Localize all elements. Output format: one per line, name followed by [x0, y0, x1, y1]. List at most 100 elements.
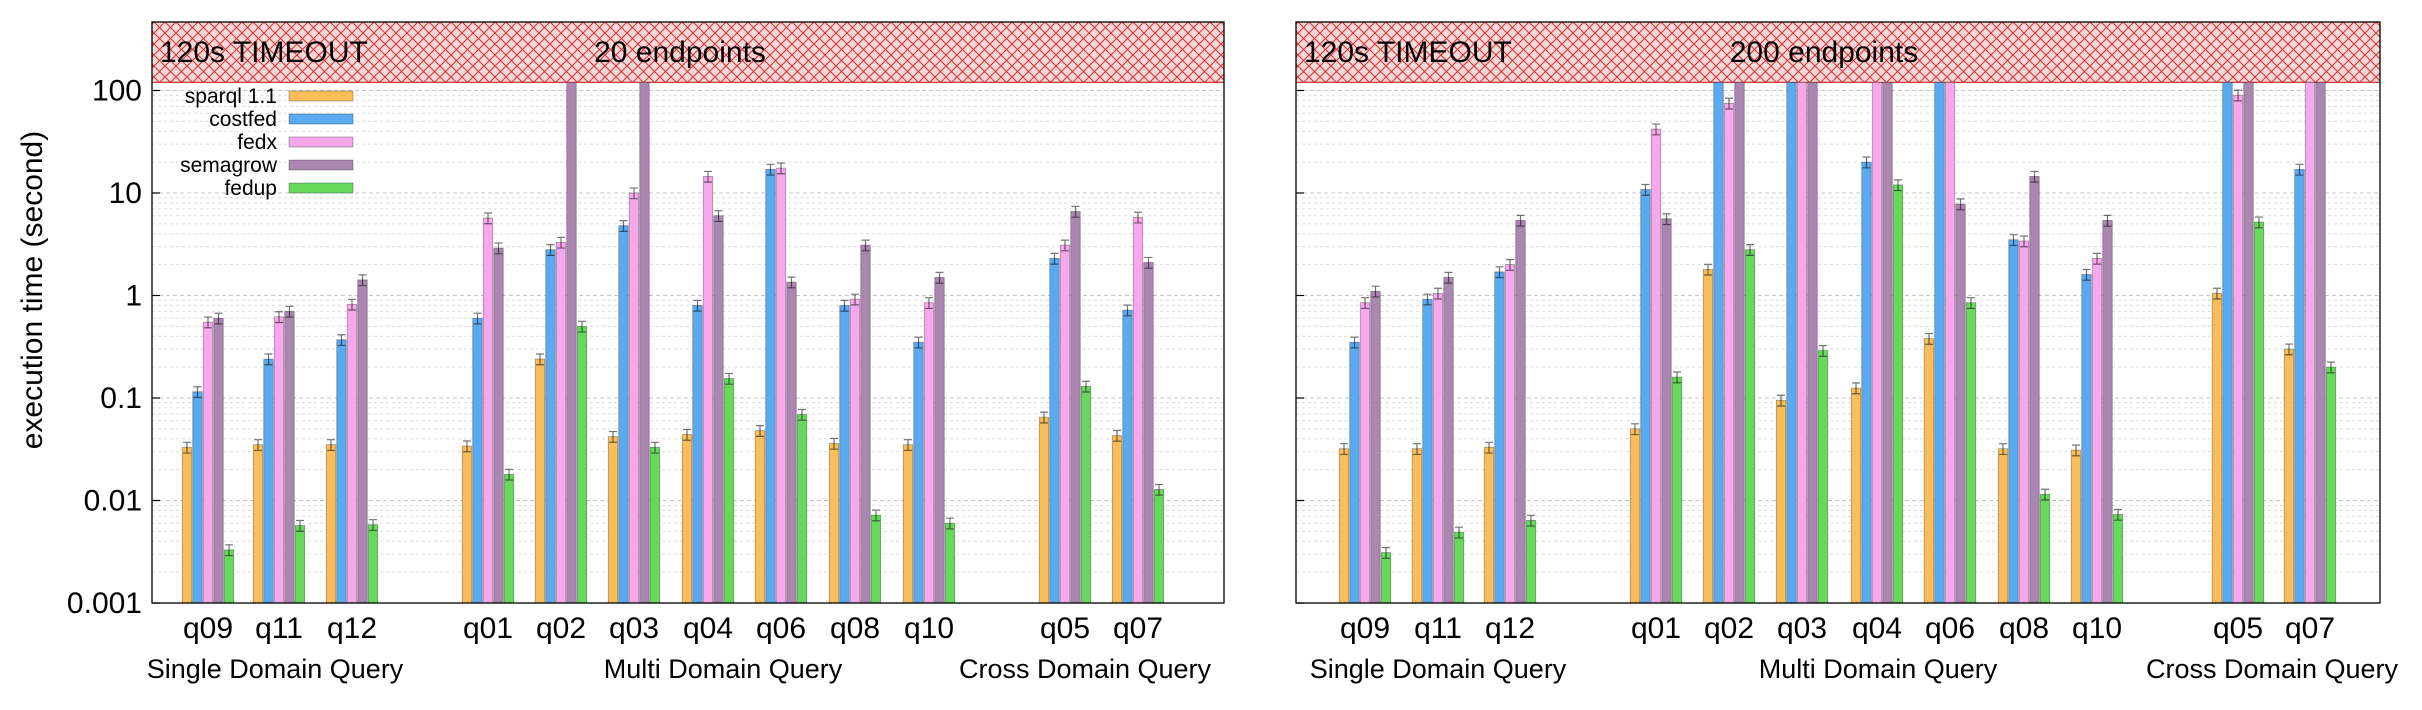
error-bar	[1423, 293, 1432, 306]
bar-semagrow-q06	[786, 281, 797, 604]
bar-costfed-q02	[545, 249, 556, 604]
error-bar	[704, 170, 712, 183]
error-bar	[285, 305, 294, 318]
bar-fedx-q01	[482, 217, 494, 604]
bar-fedx-q09	[1359, 302, 1371, 604]
error-bar	[337, 334, 346, 347]
bar-sparql-1-1-q12	[325, 444, 337, 604]
error-bar	[193, 386, 202, 399]
error-bar	[777, 162, 785, 175]
bar-fedup-q11	[1453, 531, 1465, 604]
error-bar	[830, 437, 838, 450]
bar-semagrow-q04	[1882, 81, 1893, 604]
error-bar	[225, 544, 233, 557]
error-bar	[693, 299, 702, 312]
bar-sparql-1-1-q04	[681, 434, 693, 604]
error-bar	[1999, 443, 2007, 456]
x-tick-label: q09	[183, 612, 233, 645]
bar-costfed-q08	[2008, 239, 2019, 604]
x-tick-label: q07	[2285, 612, 2335, 645]
error-bar	[505, 468, 513, 481]
bar-fedup-q01	[503, 473, 515, 604]
bar-fedx-q10	[923, 302, 935, 604]
error-bar	[840, 299, 849, 312]
bar-fedup-q05	[1080, 385, 1092, 604]
error-bar	[872, 509, 880, 522]
bar-sparql-1-1-q05	[2211, 292, 2223, 604]
bar-fedx-q04	[702, 176, 714, 604]
error-bar	[183, 441, 191, 454]
bar-costfed-q03	[1786, 81, 1797, 604]
group-label: Single Domain Query	[1310, 654, 1567, 684]
error-bar	[2234, 89, 2242, 102]
error-bar	[1527, 514, 1535, 527]
bar-sparql-1-1-q07	[1111, 435, 1123, 604]
error-bar	[348, 298, 356, 311]
bar-fedup-q08	[2039, 493, 2051, 604]
bar-costfed-q12	[336, 339, 347, 604]
bar-fedx-q08	[849, 298, 861, 604]
bar-fedup-q08	[870, 514, 882, 604]
legend-swatch	[288, 136, 354, 148]
y-tick-label: 0.001	[67, 587, 142, 620]
error-bar	[1725, 97, 1733, 110]
bar-fedx-q07	[2304, 81, 2316, 604]
bar-costfed-q06	[765, 168, 776, 604]
bar-semagrow-q07	[2315, 81, 2326, 604]
legend-swatch	[288, 90, 354, 102]
error-bar	[2285, 343, 2293, 356]
bar-semagrow-q03	[639, 81, 650, 604]
error-bar	[904, 439, 912, 452]
bar-costfed-q09	[1349, 341, 1360, 604]
bar-fedx-q11	[1432, 292, 1444, 604]
error-bar	[1516, 214, 1525, 227]
bar-fedup-q12	[1525, 519, 1537, 604]
error-bar	[935, 271, 944, 284]
bar-sparql-1-1-q02	[534, 358, 546, 604]
error-bar	[683, 428, 691, 441]
bar-fedx-q12	[1504, 264, 1516, 604]
x-tick-label: q01	[1631, 612, 1681, 645]
bar-fedup-q02	[576, 325, 588, 604]
bar-sparql-1-1-q08	[1997, 448, 2009, 604]
error-bar	[1082, 380, 1090, 393]
timeout-label: 120s TIMEOUT	[1304, 36, 1512, 69]
y-tick-label: 1	[125, 280, 142, 313]
x-tick-label: q02	[1704, 612, 1754, 645]
error-bar	[787, 276, 796, 289]
error-bar	[369, 519, 377, 532]
bar-semagrow-q02	[1734, 81, 1745, 604]
error-bar	[1144, 256, 1153, 269]
error-bar	[651, 441, 659, 454]
bar-costfed-q11	[1422, 298, 1433, 604]
bar-costfed-q11	[263, 358, 274, 604]
bar-fedx-q02	[555, 241, 567, 604]
bar-fedup-q07	[1153, 489, 1165, 604]
error-bar	[2093, 252, 2101, 265]
error-bar	[1495, 266, 1504, 279]
bar-costfed-q02	[1713, 81, 1724, 604]
bar-sparql-1-1-q07	[2283, 348, 2295, 604]
timeout-band	[152, 22, 1224, 83]
error-bar	[914, 336, 923, 349]
error-bar	[2030, 170, 2039, 183]
error-bar	[1071, 205, 1080, 218]
error-bar	[2103, 214, 2112, 227]
error-bar	[1050, 252, 1059, 265]
error-bar	[619, 220, 628, 232]
error-bar	[2327, 361, 2335, 374]
bar-sparql-1-1-q05	[1038, 416, 1050, 604]
error-bar	[1852, 382, 1860, 395]
bar-semagrow-q05	[2243, 81, 2254, 604]
error-bar	[296, 519, 304, 532]
error-bar	[1413, 443, 1421, 456]
error-bar	[2255, 216, 2263, 229]
error-bar	[925, 297, 933, 310]
bar-fedx-q05	[2232, 94, 2244, 604]
bar-sparql-1-1-q04	[1850, 387, 1862, 604]
bar-semagrow-q04	[713, 215, 724, 604]
x-tick-label: q07	[1113, 612, 1163, 645]
x-tick-label: q10	[2072, 612, 2122, 645]
bar-costfed-q08	[839, 305, 850, 604]
legend-label: semagrow	[180, 154, 278, 177]
